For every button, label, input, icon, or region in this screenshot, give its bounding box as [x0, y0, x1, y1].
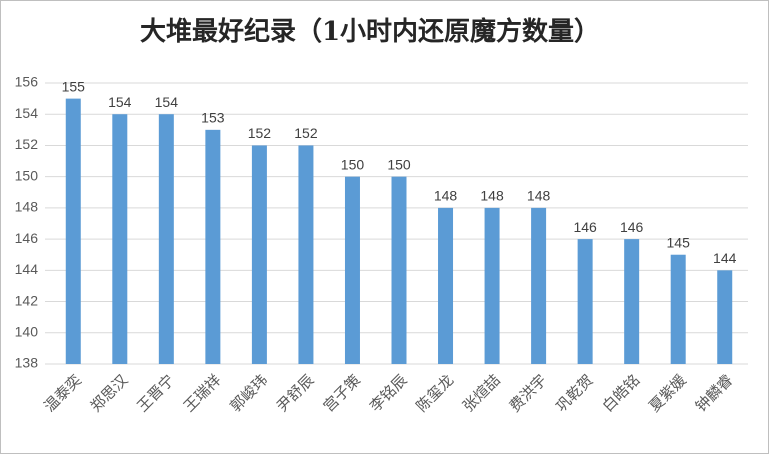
bar [717, 270, 733, 364]
y-tick-label: 138 [15, 355, 39, 371]
y-tick-label: 154 [15, 105, 39, 121]
bar [531, 207, 547, 364]
chart-title: 大堆最好纪录（1小时内还原魔方数量） [140, 16, 600, 47]
data-label: 153 [201, 110, 225, 126]
y-tick-label: 146 [15, 230, 39, 246]
data-label: 144 [713, 250, 737, 266]
bar [112, 114, 128, 364]
data-label: 146 [573, 219, 597, 235]
y-tick-label: 144 [15, 261, 39, 277]
bar [624, 239, 640, 364]
y-tick-label: 148 [15, 199, 39, 215]
data-label: 152 [294, 125, 318, 141]
data-label: 150 [387, 156, 411, 172]
data-label: 155 [62, 78, 86, 94]
bar [484, 207, 500, 364]
y-tick-label: 140 [15, 323, 39, 339]
y-tick-label: 156 [15, 74, 39, 90]
bar [344, 176, 360, 364]
data-label: 152 [248, 125, 272, 141]
bar [438, 207, 454, 364]
bar [205, 129, 221, 364]
data-label: 145 [667, 234, 691, 250]
bar [65, 98, 81, 364]
bar [391, 176, 407, 364]
data-label: 154 [155, 94, 179, 110]
data-label: 148 [480, 188, 504, 204]
data-label: 146 [620, 219, 644, 235]
y-tick-label: 142 [15, 292, 39, 308]
data-label: 148 [527, 188, 551, 204]
bar [158, 114, 174, 364]
data-label: 154 [108, 94, 132, 110]
y-tick-label: 152 [15, 136, 39, 152]
bar [577, 239, 593, 364]
bar [251, 145, 267, 364]
data-label: 150 [341, 156, 365, 172]
y-tick-label: 150 [15, 167, 39, 183]
bar [670, 254, 686, 364]
bar [298, 145, 314, 364]
data-label: 148 [434, 188, 458, 204]
